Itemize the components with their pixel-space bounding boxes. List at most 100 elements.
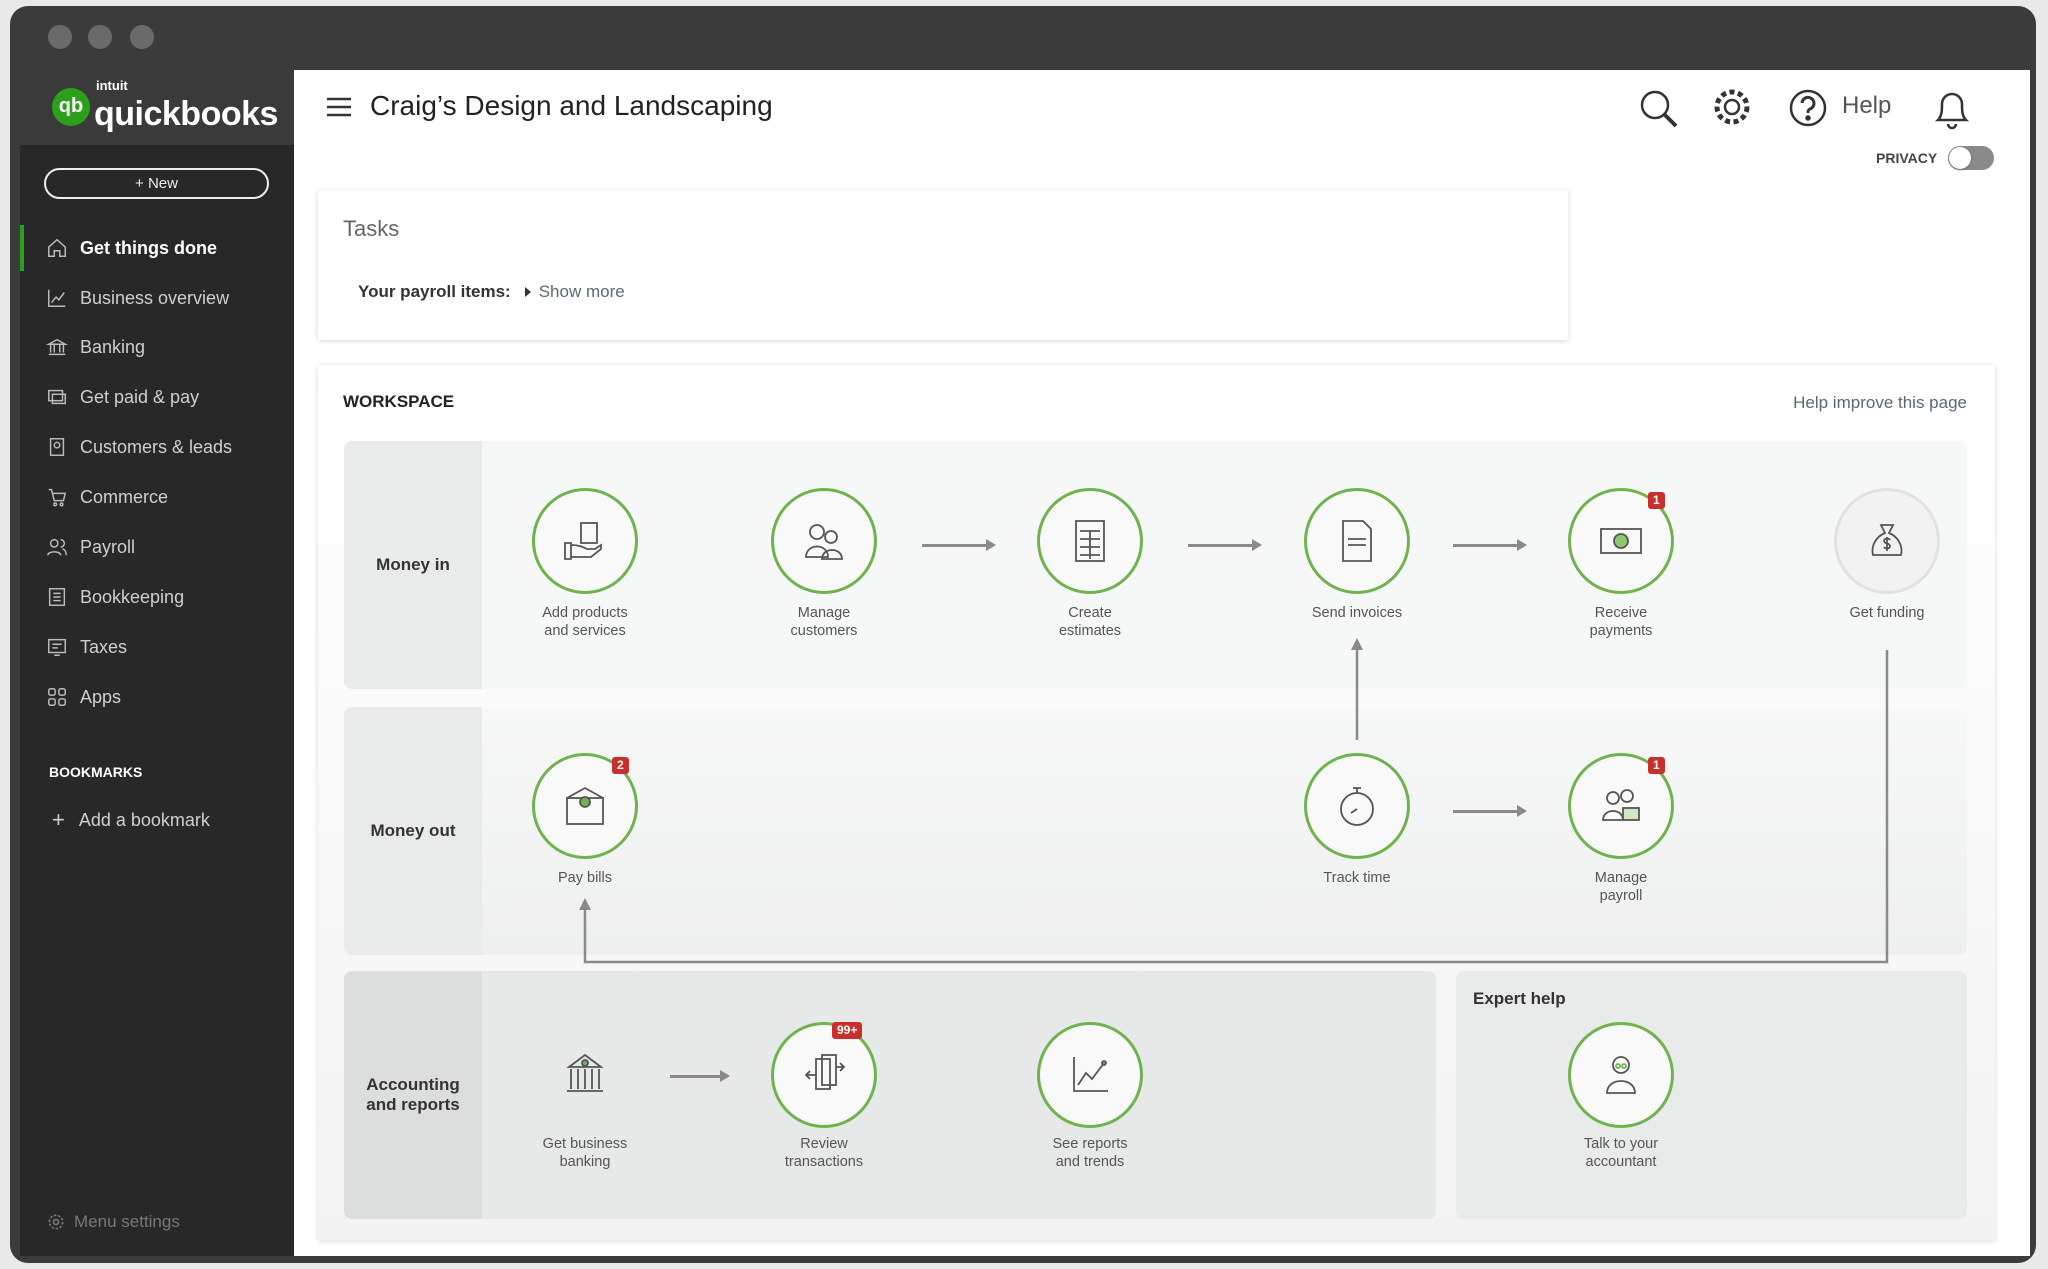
sidebar-item-get-paid-pay[interactable]: Get paid & pay (20, 374, 294, 420)
invoice-icon (1342, 520, 1372, 562)
payroll-items-row: Your payroll items: Show more (358, 282, 625, 302)
help-link[interactable]: Help (1842, 92, 1892, 119)
manage-payroll-label[interactable]: Manage payroll (1594, 870, 1648, 904)
flow-arrow (922, 539, 996, 551)
flow-arrow (670, 1070, 730, 1082)
track-time-node[interactable] (1304, 753, 1410, 859)
see-reports-label[interactable]: See reports and trends (1052, 1136, 1128, 1170)
flow-arrow (1453, 805, 1527, 817)
hand-box-icon (564, 522, 602, 560)
pay-bills-label[interactable]: Pay bills (558, 870, 612, 886)
sidebar-item-apps[interactable]: Apps (20, 674, 294, 720)
payroll-people-icon (1602, 789, 1640, 821)
receive-payments-label[interactable]: Receive payments (1589, 605, 1653, 639)
add-products-label[interactable]: Add products and services (542, 605, 628, 639)
bill-envelope-icon (566, 786, 604, 825)
flow-arrow (1453, 539, 1527, 551)
privacy-label: PRIVACY (1876, 150, 1938, 166)
sidebar-item-label: Banking (80, 336, 146, 357)
stopwatch-icon (1340, 787, 1374, 826)
bookmarks-heading: BOOKMARKS (49, 764, 143, 780)
review-transactions-label[interactable]: Review transactions (784, 1136, 864, 1170)
add-bookmark-label: Add a bookmark (78, 810, 210, 830)
show-more-label: Show more (538, 282, 625, 301)
sidebar-item-business-overview[interactable]: Business overview (20, 275, 294, 321)
sidebar-item-banking[interactable]: Banking (20, 324, 294, 370)
see-reports-node[interactable] (1037, 1022, 1143, 1128)
money-bag-icon (1871, 524, 1903, 556)
estimate-sheet-icon (1075, 520, 1105, 562)
sidebar-item-label: Bookkeeping (80, 586, 185, 607)
pay-bills-badge: 2 (612, 757, 629, 774)
review-transactions-node[interactable] (771, 1022, 877, 1128)
add-products-node[interactable] (532, 488, 638, 594)
accounting-row: Accounting and reports (344, 971, 1436, 1219)
sidebar-item-commerce[interactable]: Commerce (20, 474, 294, 520)
send-invoices-node[interactable] (1304, 488, 1410, 594)
create-estimates-node[interactable] (1037, 488, 1143, 594)
talk-to-accountant-label[interactable]: Talk to your accountant (1583, 1136, 1659, 1170)
intuit-wordmark: intuit (96, 78, 128, 93)
quickbooks-wordmark: quickbooks (94, 95, 278, 133)
gear-icon[interactable] (1712, 87, 1752, 127)
get-funding-label[interactable]: Get funding (1849, 605, 1925, 621)
sidebar-item-label: Commerce (80, 486, 169, 507)
get-business-banking-node[interactable] (532, 1022, 638, 1128)
review-transactions-badge: 99+ (832, 1022, 863, 1039)
send-invoices-label[interactable]: Send invoices (1311, 605, 1403, 621)
get-business-banking-label[interactable]: Get business banking (542, 1136, 628, 1170)
tasks-title: Tasks (343, 216, 400, 241)
help-improve-link[interactable]: Help improve this page (1793, 393, 1967, 412)
transactions-icon (804, 1054, 846, 1090)
create-estimates-label[interactable]: Create estimates (1058, 605, 1122, 639)
show-more-link[interactable]: Show more (524, 282, 625, 302)
get-funding-node[interactable] (1834, 488, 1940, 594)
sidebar-item-label: Business overview (80, 287, 230, 308)
window-close-dot[interactable] (48, 25, 72, 49)
manage-payroll-badge: 1 (1648, 757, 1665, 774)
sidebar-item-bookkeeping[interactable]: Bookkeeping (20, 574, 294, 620)
sidebar-item-payroll[interactable]: Payroll (20, 524, 294, 570)
sidebar-item-label: Taxes (80, 636, 128, 657)
menu-settings-button[interactable]: Menu settings (46, 1212, 180, 1232)
people-icon (47, 538, 67, 556)
sidebar (20, 70, 294, 1256)
hamburger-menu-icon[interactable] (326, 96, 352, 118)
gear-icon (48, 1214, 64, 1230)
company-title: Craig’s Design and Landscaping (370, 90, 773, 121)
window-zoom-dot[interactable] (130, 25, 154, 49)
sidebar-item-taxes[interactable]: Taxes (20, 624, 294, 670)
payment-icon (48, 389, 66, 405)
manage-customers-node[interactable] (771, 488, 877, 594)
money-out-label: Money out (344, 707, 482, 955)
track-time-label[interactable]: Track time (1323, 870, 1391, 886)
tax-icon (48, 638, 66, 656)
cart-icon (48, 488, 67, 507)
menu-settings-label: Menu settings (74, 1212, 180, 1231)
expert-help-box (1456, 971, 1967, 1219)
window-minimize-dot[interactable] (88, 25, 112, 49)
new-button[interactable]: + New (44, 168, 269, 199)
sidebar-item-label: Apps (80, 686, 122, 707)
contacts-icon (49, 438, 65, 456)
search-icon[interactable] (1638, 88, 1680, 130)
manage-customers-label[interactable]: Manage customers (790, 605, 858, 639)
tasks-card (318, 190, 1568, 340)
talk-to-accountant-node[interactable] (1568, 1022, 1674, 1128)
caret-right-icon (524, 287, 531, 297)
apps-grid-icon (48, 688, 66, 706)
bank-building-icon (566, 1053, 604, 1092)
sidebar-item-label: Payroll (80, 536, 136, 557)
sidebar-item-get-things-done[interactable]: Get things done (20, 225, 294, 271)
workspace-title: WORKSPACE (343, 392, 455, 411)
add-bookmark-button[interactable]: + Add a bookmark (52, 807, 210, 832)
help-icon[interactable] (1788, 88, 1828, 128)
sidebar-item-label: Get things done (80, 237, 217, 258)
sidebar-item-customers-leads[interactable]: Customers & leads (20, 424, 294, 470)
payroll-items-label: Your payroll items: (358, 282, 511, 301)
notifications-bell-icon[interactable] (1932, 86, 1972, 132)
accounting-label: Accounting and reports (344, 971, 482, 1219)
chart-icon (48, 289, 66, 307)
privacy-toggle[interactable] (1948, 146, 1994, 170)
plus-icon: + (52, 807, 65, 832)
